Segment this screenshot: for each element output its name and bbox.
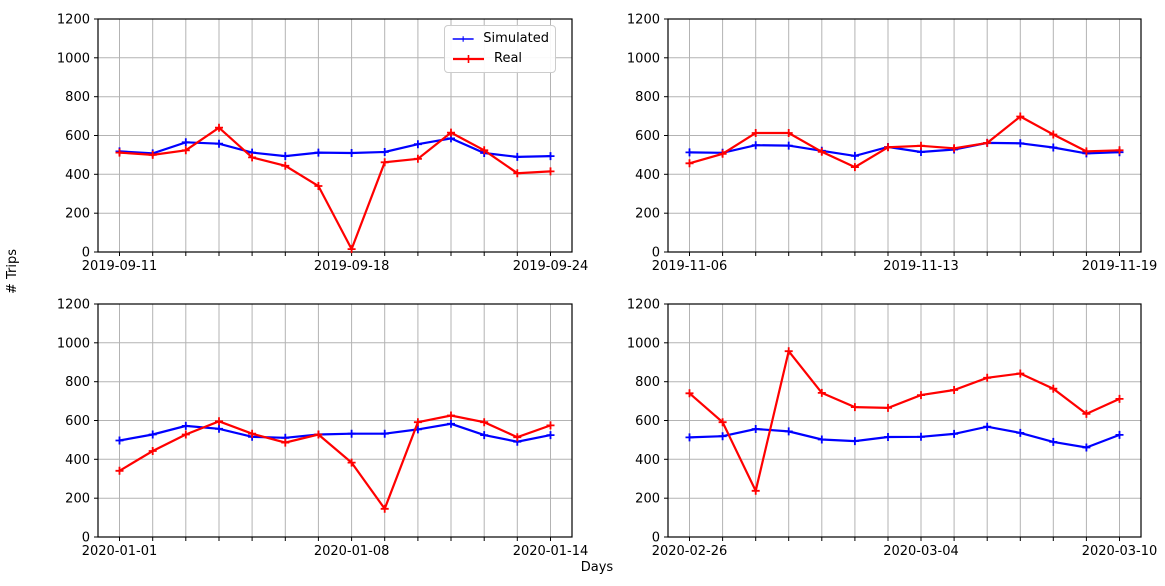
plot-border [97,18,573,253]
legend-label-simulated: Simulated [483,31,549,46]
plus-marker-icon [464,55,473,63]
simulated-series-markers [685,422,1124,452]
real-series-line [118,414,551,512]
x-tick-label: 2019-09-18 [314,259,390,274]
plot-border [667,303,1142,538]
y-tick-label: 0 [652,531,660,546]
y-tick-label: 1000 [627,336,660,351]
simulated-series-markers [115,134,555,161]
y-tick-label: 200 [65,207,90,222]
real-series-markers [685,112,1124,172]
x-tick-label: 2020-03-04 [883,544,959,559]
plot-border [97,303,573,538]
y-tick-label: 600 [635,129,660,144]
x-tick-label: 2020-01-01 [82,544,158,559]
x-tick-label: 2020-03-10 [1082,544,1158,559]
real-series-line [689,115,1120,169]
legend-item-real: Real [452,51,549,67]
simulated-line-sample [452,36,474,42]
y-tick-label: 1200 [57,298,90,313]
legend-label-real: Real [494,51,523,66]
subplot-bottom-left-plot: 0 200 400 600 800 1000 1200 2020-01-01 2020-01-0… [57,298,588,560]
y-tick-label: 800 [635,375,660,390]
x-tick-label: 2020-01-08 [314,544,390,559]
real-series-line [688,348,1120,495]
x-tick-label: 2020-02-26 [652,544,728,559]
y-tick-label: 400 [65,168,90,183]
plot-border [667,18,1142,253]
legend: Simulated Real [444,25,556,73]
x-tick-label: 2020-01-14 [513,544,589,559]
x-tick-label: 2019-09-11 [82,259,158,274]
real-series-line [119,126,551,252]
subplot-bottom-right: 0 200 400 600 800 1000 1200 2020-02-26 2020-03-0… [627,298,1157,560]
subplot-top-right-plot: 0 200 400 600 800 1000 1200 2019-11-06 2019-11-1… [627,13,1157,275]
real-series-markers [115,123,555,254]
y-tick-label: 1200 [57,13,90,28]
y-tick-label: 200 [65,492,90,507]
y-tick-label: 1000 [57,336,90,351]
y-tick-label: 800 [65,375,90,390]
real-series-markers [115,411,555,513]
y-tick-label: 400 [635,168,660,183]
y-tick-label: 0 [82,246,90,261]
plus-marker-icon [460,36,466,42]
y-tick-label: 1200 [627,13,660,28]
legend-item-simulated: Simulated [452,31,549,47]
y-tick-label: 0 [652,246,660,261]
x-tick-label: 2019-09-24 [513,259,589,274]
real-line-sample [453,55,484,63]
subplot-top-right: 0 200 400 600 800 1000 1200 2019-11-06 2019-11-1… [627,13,1157,275]
x-tick-label: 2019-11-13 [883,259,959,274]
y-tick-label: 200 [635,492,660,507]
y-tick-label: 600 [635,414,660,429]
y-tick-label: 600 [65,414,90,429]
y-tick-label: 800 [635,90,660,105]
y-tick-label: 0 [82,531,90,546]
subplot-bottom-right-plot: 0 200 400 600 800 1000 1200 2020-02-26 2020-03-0… [627,298,1157,560]
y-tick-label: 1200 [627,298,660,313]
y-tick-label: 800 [65,90,90,105]
y-tick-label: 600 [65,129,90,144]
x-axis-label: Days [580,560,614,575]
simulated-series-line [689,141,1120,158]
y-axis-label: # Trips [5,249,20,295]
y-tick-label: 1000 [627,51,660,66]
y-tick-label: 200 [635,207,660,222]
y-tick-label: 400 [635,453,660,468]
simulated-series-line [119,137,551,159]
subplot-bottom-left: 0 200 400 600 800 1000 1200 2020-01-01 2020-01-0… [57,298,588,560]
y-tick-label: 400 [65,453,90,468]
y-tick-label: 1000 [57,51,90,66]
x-tick-label: 2019-11-19 [1082,259,1158,274]
simulated-series-line [119,422,551,443]
real-series-markers [685,347,1124,495]
simulated-series-line [689,425,1120,449]
x-tick-label: 2019-11-06 [652,259,728,274]
